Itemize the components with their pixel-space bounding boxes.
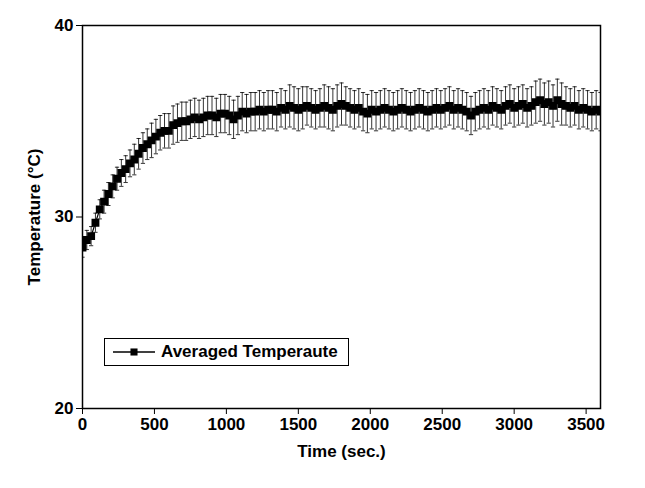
svg-text:Time (sec.): Time (sec.) [297,442,386,461]
svg-text:0: 0 [78,415,87,434]
svg-text:500: 500 [140,415,168,434]
svg-text:Temperature (°C): Temperature (°C) [25,149,44,286]
svg-text:2500: 2500 [423,415,461,434]
svg-text:40: 40 [55,16,74,35]
svg-text:1000: 1000 [207,415,245,434]
svg-text:30: 30 [55,207,74,226]
svg-text:1500: 1500 [279,415,317,434]
html-text:Averaged Temperaute: Averaged Temperaute [161,342,338,361]
svg-text:3500: 3500 [567,415,605,434]
svg-text:2000: 2000 [351,415,389,434]
svg-text:3000: 3000 [495,415,533,434]
svg-text:20: 20 [55,399,74,418]
